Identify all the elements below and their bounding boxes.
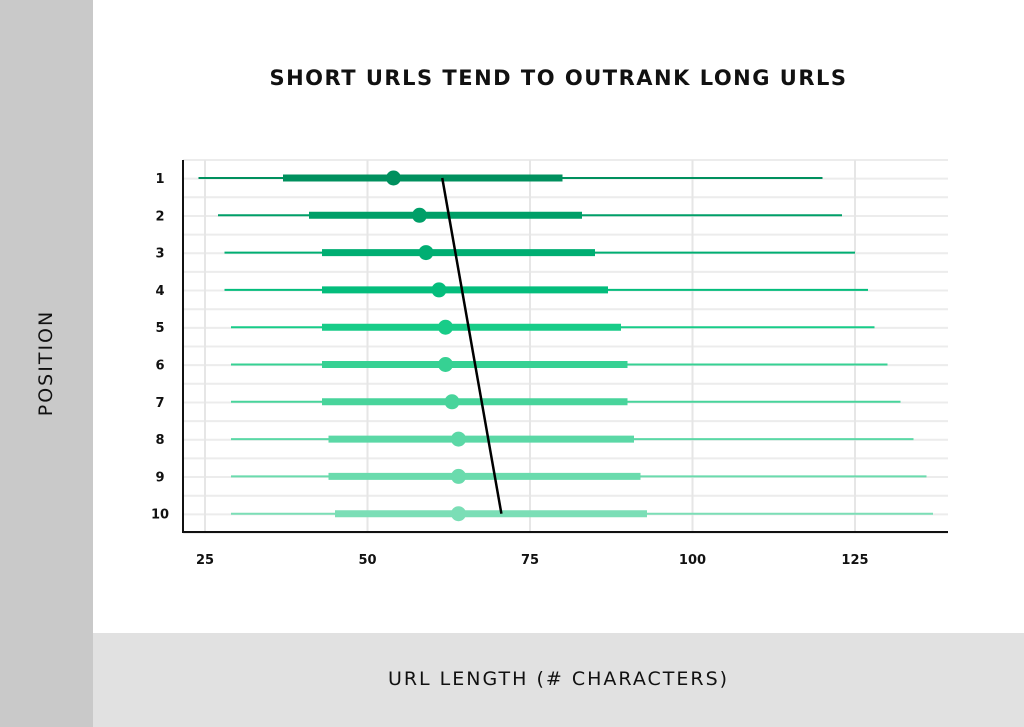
y-tick-label: 1 — [155, 172, 164, 187]
y-tick-label: 7 — [155, 396, 164, 411]
y-tick-label: 5 — [155, 321, 164, 336]
x-tick-label: 100 — [679, 553, 706, 568]
median-point — [386, 170, 401, 186]
y-tick-label: 2 — [155, 209, 164, 224]
y-label-band — [0, 0, 93, 727]
median-point — [438, 357, 453, 372]
median-point — [444, 394, 460, 410]
y-tick-label: 9 — [155, 470, 164, 485]
median-point — [412, 207, 427, 223]
y-tick-label: 8 — [155, 433, 164, 448]
x-tick-label: 50 — [358, 553, 376, 568]
chart-title: SHORT URLS TEND TO OUTRANK LONG URLS — [269, 66, 848, 90]
median-point — [451, 506, 466, 522]
x-tick-label: 75 — [521, 553, 539, 568]
y-tick-label: 10 — [151, 508, 169, 523]
x-tick-label: 125 — [841, 553, 868, 568]
median-point — [418, 245, 434, 261]
median-point — [438, 319, 453, 335]
trend-line — [441, 177, 503, 514]
y-tick-label: 6 — [155, 359, 164, 374]
median-point — [451, 431, 466, 447]
y-tick-label: 3 — [155, 247, 164, 262]
median-point — [451, 468, 466, 484]
x-axis-label: URL LENGTH (# CHARACTERS) — [387, 668, 730, 690]
median-point — [431, 282, 447, 298]
y-tick-label: 4 — [155, 284, 164, 299]
x-tick-label: 25 — [196, 553, 214, 568]
x-label-band — [93, 633, 1024, 727]
